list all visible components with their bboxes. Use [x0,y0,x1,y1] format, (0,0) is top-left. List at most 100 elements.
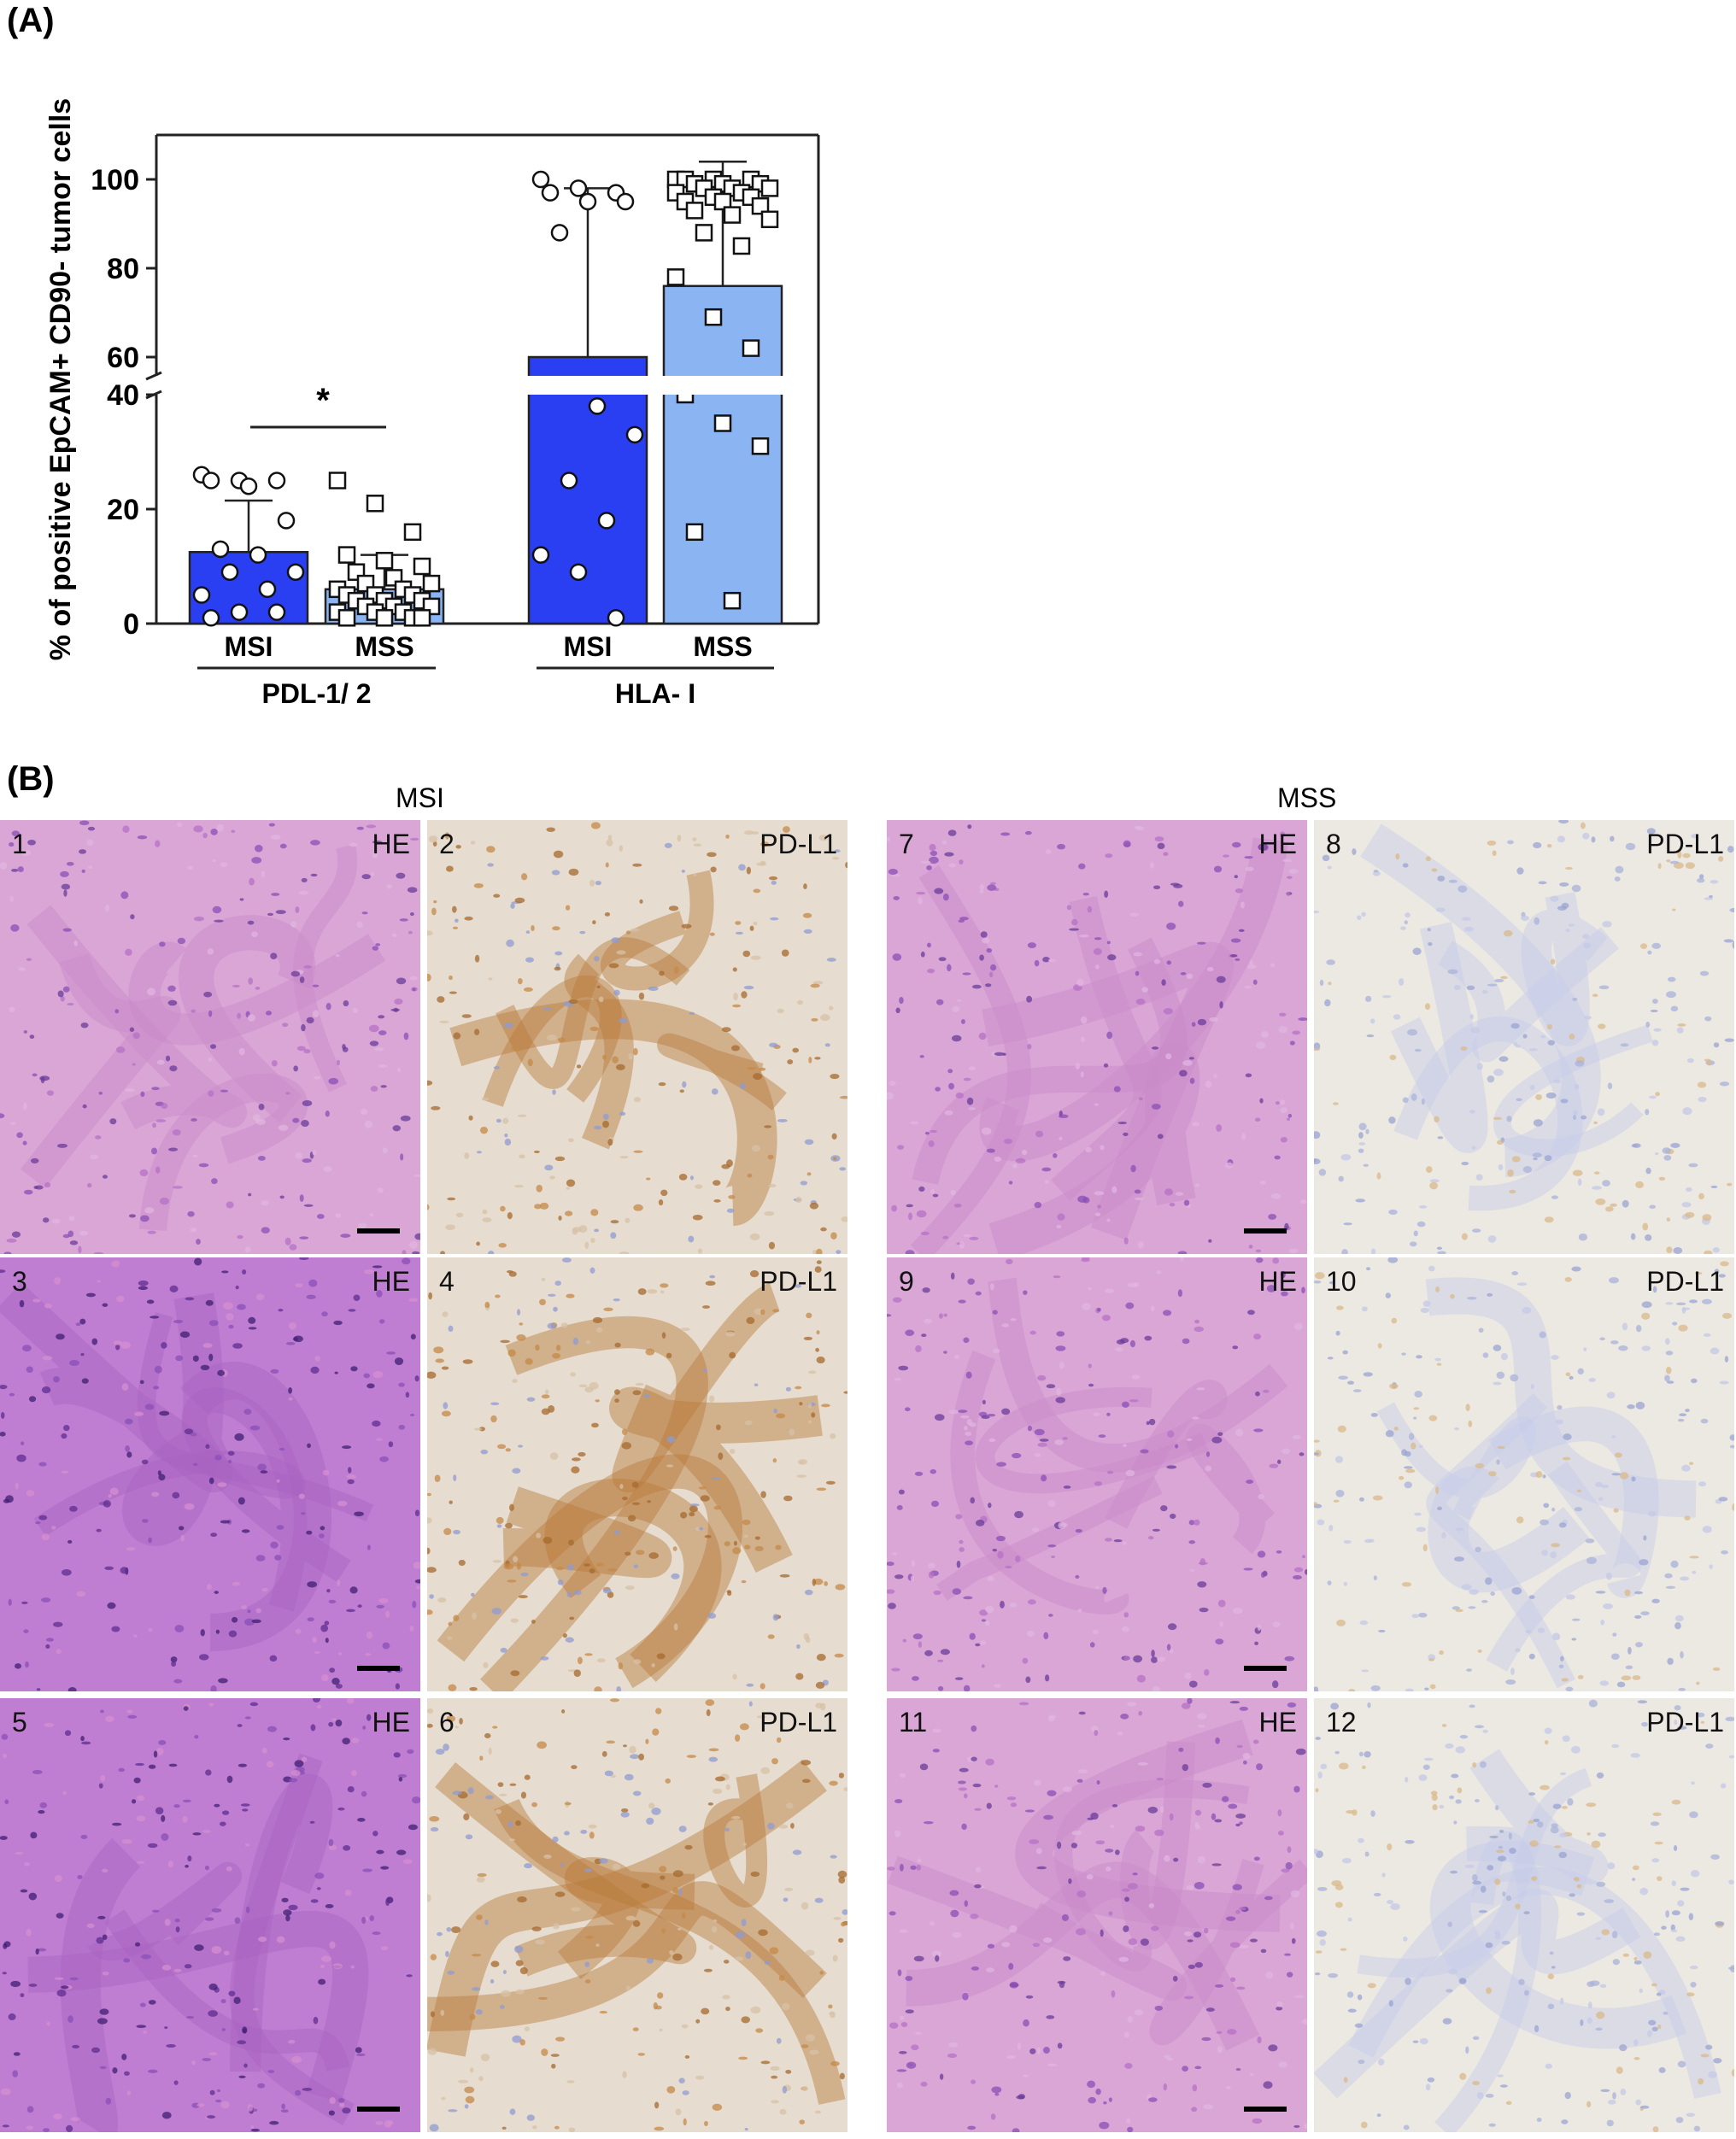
data-point [685,202,704,220]
data-point [616,192,635,211]
data-point [704,308,723,326]
data-point [742,339,760,357]
category-label: MSS [355,631,413,662]
stain-label: HE [372,1707,410,1738]
data-point [403,523,422,542]
data-point [239,477,258,495]
stain-label: PD-L1 [760,829,837,859]
axis-break-mark [145,371,162,381]
histology-image-4: 4 PD-L1 [427,1257,847,1691]
data-point [413,609,431,627]
histology-image-2: 2 PD-L1 [427,820,847,1254]
data-point [192,586,211,604]
data-point [286,563,305,581]
tissue-texture [427,1698,847,2132]
significance-mark: * [316,382,330,419]
data-point [578,192,597,211]
data-point [760,179,779,197]
histology-image-10: 10 PD-L1 [1314,1257,1734,1691]
stain-label: HE [1258,1266,1297,1297]
group-label: HLA- I [615,678,695,709]
data-point [337,609,356,627]
image-number: 4 [439,1266,455,1297]
category-label: MSI [564,631,613,662]
axis-break-band [513,376,795,395]
stain-label: HE [372,829,410,859]
y-tick-label: 20 [107,494,139,526]
stain-label: PD-L1 [760,1707,837,1738]
tissue-texture [1314,1699,1734,2132]
panel-a-label: (A) [7,2,55,39]
data-point [713,414,732,432]
y-tick-label: 80 [107,253,139,285]
tissue-texture [427,822,847,1254]
data-point [413,557,431,576]
scale-bar [357,2107,400,2112]
scale-bar [357,1228,400,1234]
data-point [422,574,441,593]
data-point [685,523,704,542]
data-point [550,224,569,242]
data-point [751,196,770,215]
stain-label: HE [372,1266,410,1297]
image-number: 3 [12,1266,27,1297]
data-point [732,237,751,255]
image-number: 8 [1326,829,1341,859]
image-number: 7 [899,829,914,859]
data-point [366,495,384,513]
data-point [220,563,239,581]
image-number: 6 [439,1707,455,1738]
image-number: 10 [1326,1266,1357,1297]
y-tick-label: 100 [91,164,139,196]
data-point [560,472,578,489]
histology-image-6: 6 PD-L1 [427,1698,847,2132]
data-point [760,210,779,229]
data-point [337,546,356,564]
bar [527,355,648,625]
scale-bar [1244,1228,1287,1234]
data-point [625,425,644,444]
image-number: 9 [899,1266,914,1297]
scale-bar [1244,1666,1287,1671]
data-point [713,192,732,211]
data-point [230,603,249,621]
data-point [375,552,394,570]
data-point [267,472,286,489]
tissue-texture [0,1257,420,1691]
histology-image-7: 7 HE [887,820,1307,1254]
image-number: 11 [899,1707,928,1738]
category-label: MSI [225,631,273,662]
data-point [597,512,616,530]
tissue-texture [0,820,420,1254]
histology-image-3: 3 HE [0,1257,420,1691]
tissue-texture [427,1257,847,1691]
data-point [249,546,267,564]
histology-image-8: 8 PD-L1 [1314,820,1734,1254]
tissue-texture [1314,820,1734,1254]
data-point [588,397,607,415]
histology-grid: MSI MSS 1 HE 2 PD-L1 7 HE 8 PD-L1 3 HE 4 PD-L1 9 HE 10… [0,782,1736,2139]
data-point [695,224,713,242]
data-point [202,472,220,489]
stain-label: HE [1258,1707,1297,1738]
y-axis-label: % of positive EpCAM+ CD90- tumor cells [44,98,77,660]
data-point [541,184,560,202]
y-tick-label: 0 [123,608,139,641]
scale-bar [1244,2107,1287,2112]
data-point [267,603,286,621]
data-point [723,591,742,610]
data-point [328,472,347,489]
bar-chart: 0 20 40 60 80 100 % of positive EpCAM+ CD90- t… [44,98,820,709]
panel-b-label: (B) [7,760,55,798]
stain-label: PD-L1 [1646,1266,1724,1297]
histology-image-11: 11 HE [887,1698,1307,2132]
group-label: PDL-1/ 2 [261,678,371,709]
data-point [277,512,296,530]
image-number: 2 [439,829,455,859]
tissue-texture [1314,1257,1734,1691]
histology-image-12: 12 PD-L1 [1314,1698,1734,2132]
data-point [723,206,742,224]
data-point [607,609,625,627]
data-point [531,170,550,189]
image-number: 1 [12,829,27,859]
